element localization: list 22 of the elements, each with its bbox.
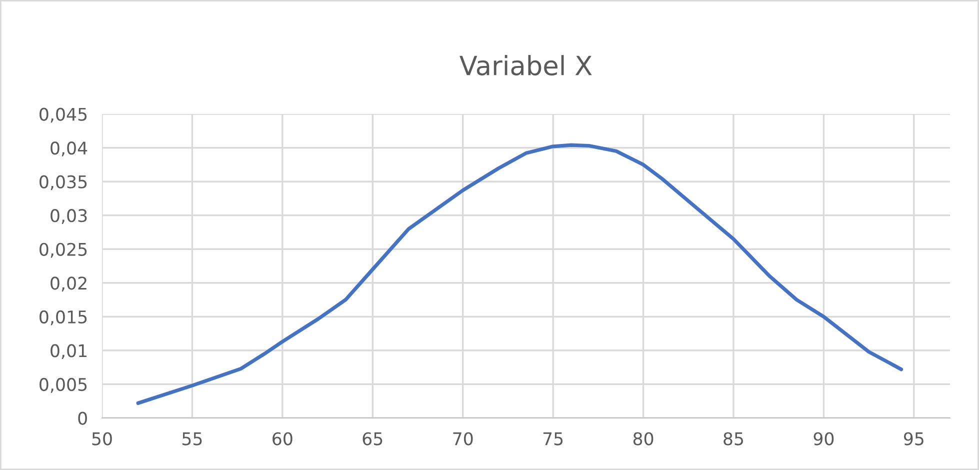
x-tick-label: 70 <box>453 432 473 446</box>
y-tick-label: 0,015 <box>40 310 87 326</box>
x-tick-label: 50 <box>92 432 112 446</box>
x-tick-label: 80 <box>633 432 654 446</box>
x-tick-label: 75 <box>543 432 563 446</box>
y-tick-label: 0 <box>78 412 87 425</box>
chart-title: Variabel X <box>460 55 592 76</box>
y-tick-label: 0,035 <box>40 175 87 190</box>
x-tick-label: 95 <box>904 432 924 446</box>
y-tick-label: 0,045 <box>40 108 87 123</box>
x-tick-label: 65 <box>362 432 382 446</box>
y-tick-label: 0,025 <box>40 242 87 258</box>
x-tick-label: 90 <box>814 432 834 446</box>
x-tick-label: 55 <box>182 432 202 446</box>
line-series <box>136 143 904 405</box>
y-tick-label: 0,02 <box>50 276 86 292</box>
y-tick-label: 0,04 <box>50 141 88 156</box>
y-tick-label: 0,005 <box>40 378 87 393</box>
x-tick-label: 85 <box>724 432 744 446</box>
y-tick-label: 0,01 <box>50 344 87 360</box>
x-tick-label: 60 <box>272 432 292 446</box>
y-tick-label: 0,03 <box>50 209 87 224</box>
